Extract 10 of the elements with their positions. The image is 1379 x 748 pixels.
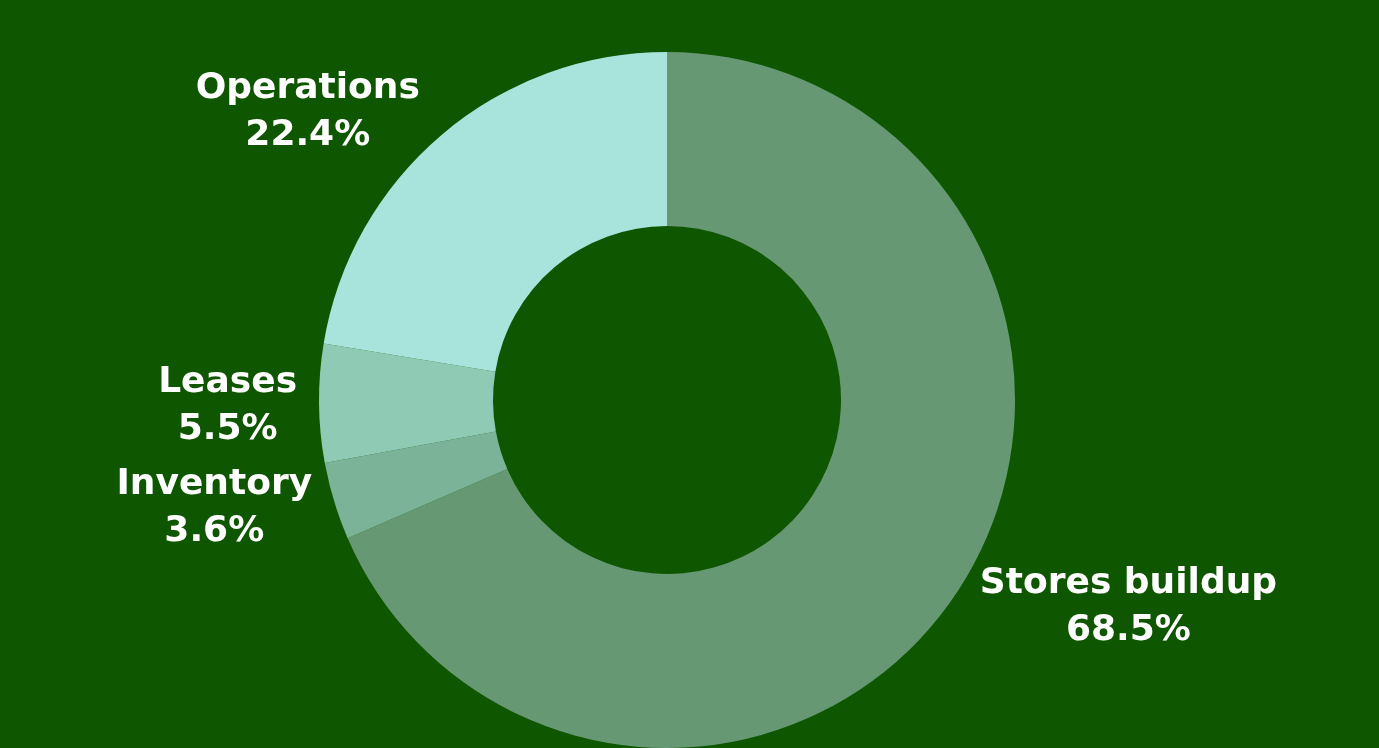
slice-label: Inventory bbox=[116, 461, 313, 503]
slice-label: Stores buildup bbox=[979, 560, 1278, 602]
data-label: 5.5% bbox=[177, 406, 278, 448]
data-label: 68.5% bbox=[1066, 607, 1191, 649]
donut-slice bbox=[324, 431, 508, 539]
data-label: 22.4% bbox=[245, 112, 371, 154]
donut-slice bbox=[319, 343, 496, 464]
slice-label: Leases bbox=[158, 359, 298, 401]
slice-label: Operations bbox=[195, 65, 420, 107]
data-label: 3.6% bbox=[164, 507, 265, 549]
